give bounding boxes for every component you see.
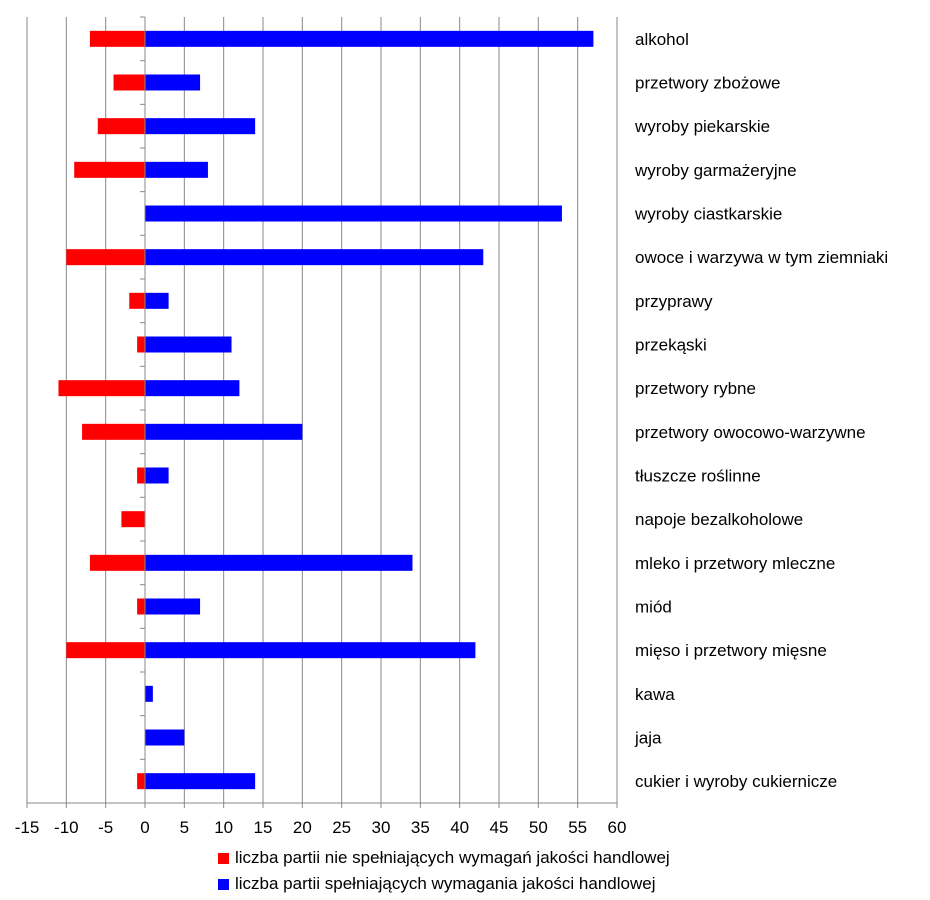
bar-series-0 <box>66 249 145 266</box>
bar-series-1 <box>145 249 484 266</box>
legend-entry-series-1: liczba partii spełniających wymagania ja… <box>218 871 670 897</box>
category-label: wyroby piekarskie <box>634 117 770 136</box>
bar-series-1 <box>145 118 256 135</box>
bars <box>58 30 594 790</box>
x-tick-label: 55 <box>568 818 587 837</box>
bar-series-0 <box>137 467 145 484</box>
legend-label-series-0: liczba partii nie spełniających wymagań … <box>235 848 670 867</box>
x-tick-label: 30 <box>372 818 391 837</box>
x-tick-label: 10 <box>214 818 233 837</box>
bar-series-1 <box>145 685 153 702</box>
bar-series-1 <box>145 642 476 659</box>
bar-series-0 <box>89 30 145 47</box>
bar-series-0 <box>74 161 145 178</box>
category-label: owoce i warzywa w tym ziemniaki <box>635 248 888 267</box>
bar-series-0 <box>89 554 145 571</box>
x-tick-label: 25 <box>332 818 351 837</box>
category-label: jaja <box>634 729 662 748</box>
category-label: wyroby garmażeryjne <box>634 161 797 180</box>
legend-swatch-red <box>218 852 229 864</box>
category-label: miód <box>635 598 672 617</box>
x-tick-label: 15 <box>254 818 273 837</box>
bar-series-0 <box>121 511 145 528</box>
x-tick-label: 50 <box>529 818 548 837</box>
legend-swatch-blue <box>218 878 229 890</box>
category-label: przetwory owocowo-warzywne <box>635 423 866 442</box>
legend: liczba partii nie spełniających wymagań … <box>218 845 670 897</box>
bar-series-1 <box>145 74 201 91</box>
x-tick-label: 60 <box>608 818 627 837</box>
x-tick-label: -15 <box>15 818 40 837</box>
legend-label-series-1: liczba partii spełniających wymagania ja… <box>235 874 656 893</box>
bar-series-0 <box>82 423 145 440</box>
category-label: kawa <box>635 685 675 704</box>
bar-series-0 <box>66 642 145 659</box>
bar-series-0 <box>137 336 145 353</box>
bar-series-1 <box>145 598 201 615</box>
bar-series-0 <box>97 118 145 135</box>
bar-series-1 <box>145 380 240 397</box>
bar-series-1 <box>145 729 185 746</box>
bar-series-1 <box>145 205 562 222</box>
bar-series-0 <box>129 292 145 309</box>
bar-series-0 <box>113 74 145 91</box>
gridlines <box>26 17 618 803</box>
bar-series-1 <box>145 30 594 47</box>
category-label: cukier i wyroby cukiernicze <box>635 772 837 791</box>
x-tick-label: 0 <box>140 818 149 837</box>
category-label: przetwory rybne <box>635 379 756 398</box>
category-label: przyprawy <box>635 292 713 311</box>
x-tick-label: 35 <box>411 818 430 837</box>
bar-series-1 <box>145 161 208 178</box>
legend-entry-series-0: liczba partii nie spełniających wymagań … <box>218 845 670 871</box>
category-labels: alkohol przetwory zbożowe wyroby piekarski… <box>634 30 888 791</box>
bar-series-1 <box>145 773 256 790</box>
bar-series-1 <box>145 336 232 353</box>
x-tick-label: -10 <box>54 818 79 837</box>
category-label: przekąski <box>635 336 707 355</box>
x-tick-label: 40 <box>450 818 469 837</box>
category-label: tłuszcze roślinne <box>635 467 761 486</box>
bar-series-0 <box>137 773 145 790</box>
x-tick-labels: -15 -10 -5 0 5 10 15 20 25 30 35 40 45 50 55 60 <box>15 818 627 837</box>
category-label: alkohol <box>635 30 689 49</box>
bar-series-1 <box>145 554 413 571</box>
category-label: wyroby ciastkarskie <box>634 205 782 224</box>
axes <box>26 16 618 808</box>
category-label: mleko i przetwory mleczne <box>635 554 835 573</box>
x-tick-label: 20 <box>293 818 312 837</box>
category-label: napoje bezalkoholowe <box>635 510 803 529</box>
bar-series-1 <box>145 423 303 440</box>
category-label: mięso i przetwory mięsne <box>635 641 827 660</box>
x-tick-label: 45 <box>490 818 509 837</box>
bar-series-0 <box>137 598 145 615</box>
bar-series-1 <box>145 467 169 484</box>
x-tick-label: -5 <box>98 818 113 837</box>
bar-series-1 <box>145 292 169 309</box>
category-label: przetwory zbożowe <box>635 74 781 93</box>
bar-series-0 <box>58 380 145 397</box>
x-tick-label: 5 <box>180 818 189 837</box>
